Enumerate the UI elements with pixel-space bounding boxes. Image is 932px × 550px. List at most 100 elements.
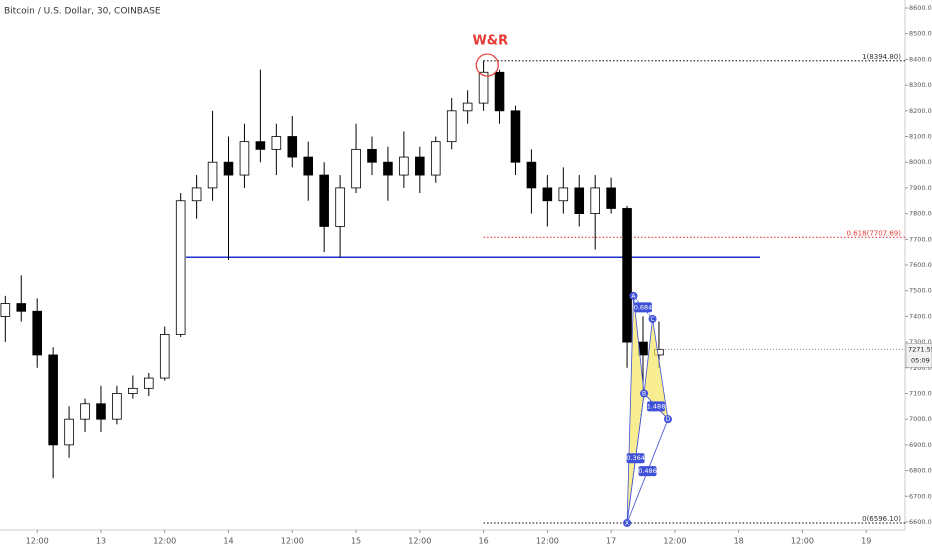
last-price-label: 7271.55 bbox=[908, 345, 932, 353]
y-tick-label: 7800.00 bbox=[909, 210, 932, 218]
candle-body bbox=[175, 200, 186, 335]
ratio-box bbox=[626, 453, 645, 464]
candle-body bbox=[510, 110, 521, 163]
level-label: 1(8394.80) bbox=[862, 53, 901, 61]
level-label: 0.618(7707.69) bbox=[847, 229, 902, 237]
chart-title: Bitcoin / U.S. Dollar, 30, COINBASE bbox=[4, 7, 161, 17]
ratio-label: 1.488 bbox=[647, 402, 666, 410]
x-tick-label: 16 bbox=[478, 537, 488, 546]
y-tick-label: 8500.00 bbox=[909, 30, 932, 38]
candle-body bbox=[574, 187, 585, 215]
candle-body bbox=[144, 377, 154, 389]
candle-body bbox=[494, 71, 505, 112]
ratio-label: 0.486 bbox=[638, 467, 657, 475]
candle-body bbox=[80, 403, 90, 420]
candle-body bbox=[128, 387, 138, 394]
x-tick-label: 12:00 bbox=[663, 537, 686, 546]
last-price-box bbox=[905, 343, 932, 368]
x-tick-label: 14 bbox=[223, 537, 233, 546]
y-tick-label: 8100.00 bbox=[909, 133, 932, 141]
x-tick-label: 18 bbox=[734, 537, 744, 546]
pattern-point-label: A bbox=[631, 293, 636, 300]
x-tick-label: 12:00 bbox=[281, 537, 304, 546]
y-tick-label: 7500.00 bbox=[909, 287, 932, 295]
candle-body bbox=[399, 156, 409, 176]
x-tick-label: 12:00 bbox=[26, 537, 49, 546]
y-tick-label: 7400.00 bbox=[909, 312, 932, 320]
candle-body bbox=[96, 403, 106, 420]
x-tick-label: 12:00 bbox=[791, 537, 814, 546]
y-tick-label: 7300.00 bbox=[909, 338, 932, 346]
y-tick-label: 7200.00 bbox=[909, 364, 932, 372]
candle-body bbox=[319, 174, 329, 227]
x-tick-label: 19 bbox=[861, 537, 871, 546]
candle-body bbox=[415, 156, 425, 176]
candle-body bbox=[335, 187, 345, 227]
candle-body bbox=[622, 208, 632, 343]
annotation-circle bbox=[475, 53, 499, 77]
pattern-point-label: D bbox=[666, 416, 671, 423]
y-tick-label: 7600.00 bbox=[909, 261, 932, 269]
x-tick-label: 17 bbox=[606, 537, 616, 546]
candle-body bbox=[590, 187, 600, 215]
ratio-box bbox=[638, 466, 657, 477]
y-tick-label: 8600.00 bbox=[909, 4, 932, 12]
pattern-point bbox=[663, 415, 672, 424]
candle-body bbox=[558, 187, 569, 202]
y-tick-label: 7100.00 bbox=[909, 389, 932, 397]
candle-body bbox=[112, 393, 122, 420]
x-tick-label: 12:00 bbox=[408, 537, 431, 546]
candle-body bbox=[367, 148, 377, 163]
candle-body bbox=[446, 110, 457, 143]
candle-body bbox=[223, 161, 234, 176]
candle-body bbox=[64, 418, 74, 446]
x-tick-label: 12:00 bbox=[536, 537, 559, 546]
y-tick-label: 8200.00 bbox=[909, 107, 932, 115]
candle-body bbox=[287, 136, 298, 158]
level-label: 0(6596.10) bbox=[862, 515, 901, 523]
candle-body bbox=[0, 303, 11, 317]
candle-body bbox=[383, 161, 393, 176]
candle-body bbox=[239, 141, 250, 176]
pattern-point-label: B bbox=[642, 390, 646, 397]
y-tick-label: 7900.00 bbox=[909, 184, 932, 192]
candle-body bbox=[191, 187, 202, 202]
pattern-point-label: X bbox=[625, 520, 629, 527]
ratio-label: 0.684 bbox=[634, 303, 653, 311]
candle-body bbox=[271, 136, 282, 150]
y-tick-label: 8000.00 bbox=[909, 158, 932, 166]
y-tick-label: 8400.00 bbox=[909, 55, 932, 63]
candle-body bbox=[255, 141, 266, 150]
candle-body bbox=[542, 187, 553, 202]
candle-body bbox=[207, 161, 218, 189]
candle-body bbox=[526, 161, 537, 189]
x-tick-label: 15 bbox=[351, 537, 361, 546]
candle-body bbox=[48, 354, 58, 446]
countdown-label: 05:09 bbox=[911, 356, 930, 364]
candle-body bbox=[606, 187, 616, 209]
x-tick-label: 13 bbox=[96, 537, 106, 546]
ratio-label: 0.364 bbox=[626, 454, 645, 462]
candle-body bbox=[351, 148, 361, 189]
candle-body bbox=[159, 333, 170, 379]
pattern-point bbox=[648, 314, 657, 323]
y-tick-label: 6900.00 bbox=[909, 441, 932, 449]
pattern-point bbox=[623, 518, 632, 527]
pattern-point-label: C bbox=[650, 316, 654, 323]
ratio-box bbox=[634, 302, 653, 313]
candle-body bbox=[303, 156, 314, 176]
y-tick-label: 7000.00 bbox=[909, 415, 932, 423]
annotation-text: W&R bbox=[472, 34, 508, 49]
ratio-box bbox=[647, 401, 666, 412]
pattern-point bbox=[640, 389, 649, 398]
y-tick-label: 8300.00 bbox=[909, 81, 932, 89]
candle-body bbox=[32, 310, 42, 356]
pattern-point bbox=[629, 291, 638, 300]
pattern-edge bbox=[626, 393, 645, 524]
y-tick-label: 6800.00 bbox=[909, 467, 932, 475]
y-tick-label: 6600.00 bbox=[909, 518, 932, 526]
y-tick-label: 7700.00 bbox=[909, 235, 932, 243]
candle-body bbox=[430, 141, 441, 176]
